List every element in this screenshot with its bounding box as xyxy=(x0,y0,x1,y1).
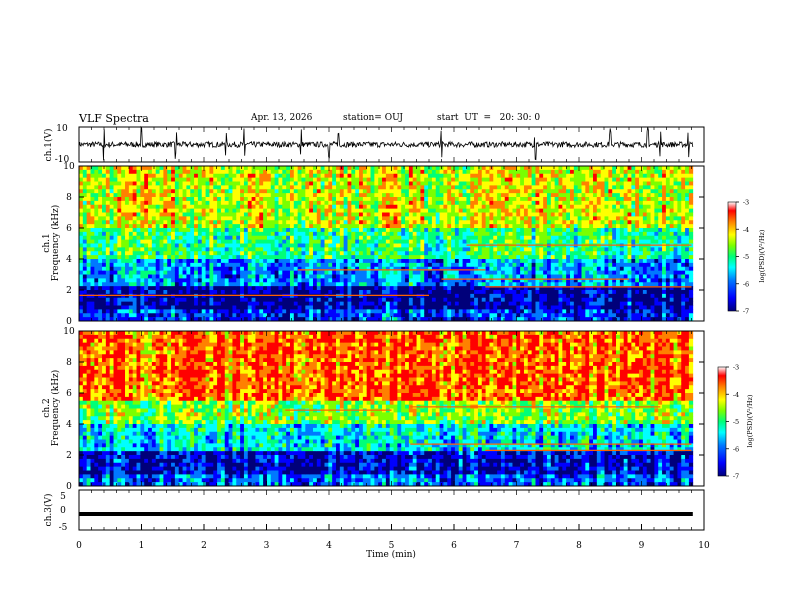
date-label: Apr. 13, 2026 xyxy=(251,113,313,123)
time-axis-label: Time (min) xyxy=(366,549,416,560)
station-label: station= OUJ xyxy=(343,113,404,123)
ch1-ytick-bottom: -10 xyxy=(55,155,70,165)
ch1-waveform-frame xyxy=(78,126,705,163)
colorbar-tick-label: -5 xyxy=(743,253,749,261)
xtick-label: 7 xyxy=(514,541,520,551)
ch3-ylabel: ch.3(V) xyxy=(43,494,54,527)
ytick-label: 2 xyxy=(66,451,72,461)
colorbar-tick-label: -3 xyxy=(733,364,739,372)
colorbar-ch1: -3 -4 -5 -6 -7 log(PSD)(V²/Hz) xyxy=(727,199,766,316)
ch1-ytick-top: 10 xyxy=(56,124,68,134)
xtick-label: 2 xyxy=(201,541,207,551)
ch3-waveform-trace xyxy=(79,512,693,516)
xtick-label: 1 xyxy=(139,541,145,551)
ch2-spec-ylabel-line2: Frequency (kHz) xyxy=(50,370,61,447)
ch1-spec-ylabel-line2: Frequency (kHz) xyxy=(50,205,61,282)
ytick-label: 4 xyxy=(66,255,72,265)
ch1-waveform-panel: 10 -10 ch.1(V) xyxy=(43,124,705,165)
ytick-label: 6 xyxy=(66,389,72,399)
ytick-label: 6 xyxy=(66,224,72,234)
ch3-ytick-top: 5 xyxy=(60,492,66,502)
ch1-waveform-trace xyxy=(78,125,694,161)
colorbar-tick-label: -4 xyxy=(733,391,739,399)
colorbar-ch2-ticks: -3 -4 -5 -6 -7 xyxy=(726,364,739,481)
xtick-label: 5 xyxy=(389,541,395,551)
ch2-yticks: 0 2 4 6 8 10 xyxy=(63,327,704,492)
ch2-spec-ylabel-line1: ch.2 xyxy=(42,398,52,417)
xtick-label: 9 xyxy=(639,541,645,551)
colorbar-ch2: -3 -4 -5 -6 -7 log(PSD)(V²/Hz) xyxy=(717,364,754,481)
chart-title: VLF Spectra xyxy=(79,112,149,125)
ytick-label: 0 xyxy=(66,482,72,492)
xtick-label: 6 xyxy=(451,541,457,551)
colorbar-tick-label: -3 xyxy=(743,199,749,207)
colorbar-ch2-label: log(PSD)(V²/Hz) xyxy=(746,394,754,447)
colorbar-ch1-label: log(PSD)(V²/Hz) xyxy=(758,229,766,282)
colorbar-tick-label: -6 xyxy=(733,445,739,453)
ch2-spectrogram-panel: 0 2 4 6 8 10 ch.2 Frequency (kHz) xyxy=(42,327,705,492)
ytick-label: 10 xyxy=(63,327,75,337)
ytick-label: 8 xyxy=(66,358,72,368)
ch1-ylabel: ch.1(V) xyxy=(43,129,54,162)
ytick-label: 2 xyxy=(66,286,72,296)
xtick-label: 10 xyxy=(698,541,710,551)
ch3-ytick-bottom: -5 xyxy=(59,523,68,533)
colorbar-ch1-bar xyxy=(727,201,737,312)
colorbar-ch1-ticks: -3 -4 -5 -6 -7 xyxy=(736,199,749,316)
ch1-spectrogram-panel: 0 2 4 6 8 10 ch.1 Frequency (kHz) xyxy=(42,162,705,327)
colorbar-tick-label: -7 xyxy=(743,308,749,316)
ytick-label: 0 xyxy=(66,317,72,327)
xtick-label: 4 xyxy=(326,541,332,551)
time-axis-ticks: 0 1 2 3 4 5 6 7 8 9 10 xyxy=(76,127,710,551)
ytick-label: 8 xyxy=(66,193,72,203)
xtick-label: 3 xyxy=(264,541,270,551)
colorbar-tick-label: -7 xyxy=(733,473,739,481)
ch1-yticks: 0 2 4 6 8 10 xyxy=(63,162,704,327)
ch2-spectrogram-image xyxy=(79,331,704,487)
xtick-label: 0 xyxy=(76,541,82,551)
ytick-label: 10 xyxy=(63,162,75,172)
colorbar-ch2-bar xyxy=(717,366,727,477)
ch3-ytick-mid: 0 xyxy=(60,506,66,516)
ch1-spec-ylabel-line1: ch.1 xyxy=(42,233,52,252)
start-time-label: start UT = 20: 30: 0 xyxy=(437,113,541,123)
ytick-label: 4 xyxy=(66,420,72,430)
xtick-label: 8 xyxy=(576,541,582,551)
ch3-waveform-panel: 5 0 -5 ch.3(V) 0 1 2 3 4 5 6 7 8 9 10 Time (min) xyxy=(43,127,710,560)
colorbar-tick-label: -6 xyxy=(743,280,749,288)
colorbar-tick-label: -5 xyxy=(733,418,739,426)
colorbar-tick-label: -4 xyxy=(743,226,749,234)
ch1-spectrogram-image xyxy=(79,166,704,322)
